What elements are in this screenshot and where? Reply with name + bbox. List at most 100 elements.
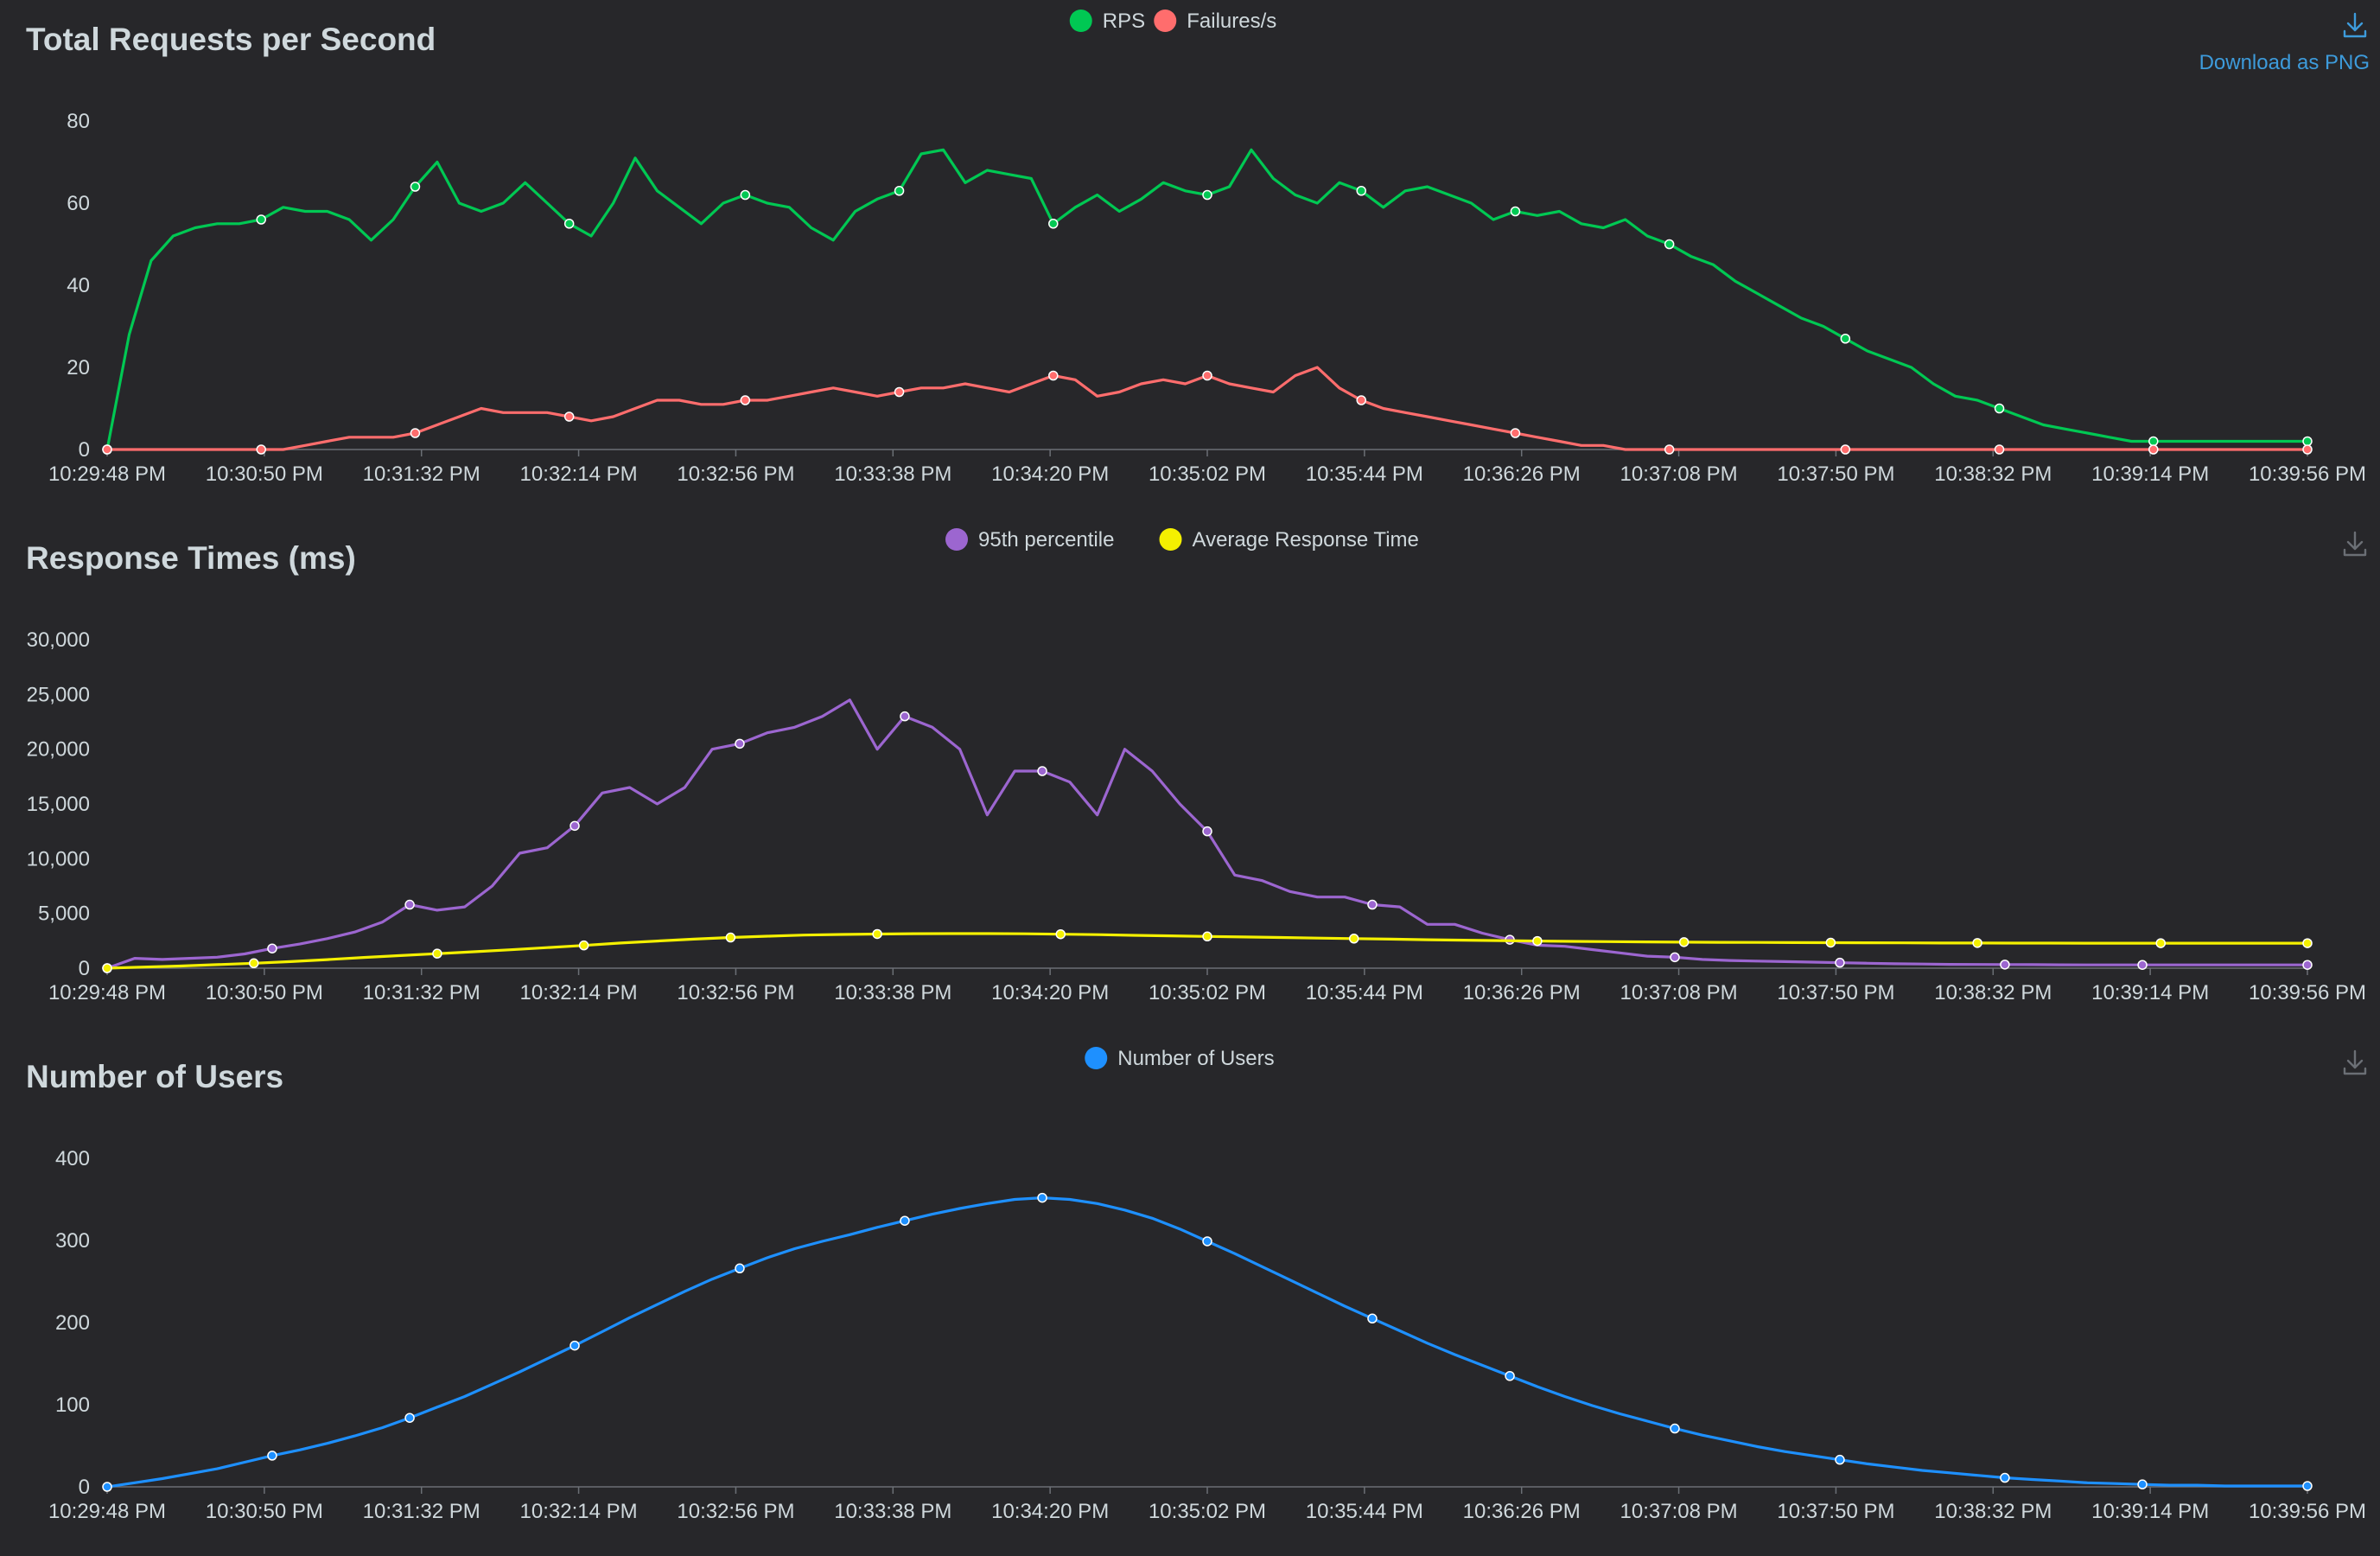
data-point (1055, 928, 1066, 940)
data-point (432, 948, 442, 959)
download-icon[interactable] (2343, 1049, 2367, 1075)
legend-marker (1154, 10, 1177, 32)
legend-marker (1085, 1047, 1108, 1069)
x-tick-label: 10:38:32 PM (1934, 981, 2052, 1004)
download-icon[interactable] (2343, 531, 2367, 557)
chart-panel-users: Number of Users Number of Users 0 100 200 300… (26, 1047, 2367, 1523)
x-tick-label: 10:35:02 PM (1149, 1500, 1266, 1523)
x-tick-label: 10:33:38 PM (834, 462, 951, 486)
data-point (1510, 206, 1521, 217)
data-point (1202, 826, 1212, 837)
download-tray-icon (2343, 29, 2367, 38)
data-point (1670, 952, 1680, 963)
data-point (1202, 931, 1212, 942)
x-tick-label: 10:35:44 PM (1306, 1500, 1423, 1523)
x-tick-label: 10:39:14 PM (2091, 1500, 2209, 1523)
legend-marker (1069, 10, 1092, 32)
data-point (2302, 436, 2313, 447)
y-tick-label: 0 (79, 1476, 90, 1499)
chart-panel-rps: Total Requests per Second RPS Failures/s Do… (26, 10, 2370, 486)
data-point (1356, 186, 1366, 196)
x-tick-label: 10:35:44 PM (1306, 981, 1423, 1004)
legend-label: Failures/s (1187, 10, 1276, 33)
data-point (2302, 444, 2313, 455)
x-tick-label: 10:34:20 PM (991, 1500, 1109, 1523)
download-tray-icon (2343, 1067, 2367, 1075)
chart-legend: Number of Users (1085, 1047, 1275, 1070)
x-tick-label: 10:37:50 PM (1777, 462, 1894, 486)
x-tick-label: 10:32:56 PM (677, 981, 794, 1004)
download-png-link[interactable]: Download as PNG (2199, 51, 2370, 74)
x-tick-label: 10:31:32 PM (363, 462, 480, 486)
x-tick-label: 10:39:14 PM (2091, 981, 2209, 1004)
legend-item[interactable]: 95th percentile (945, 528, 1114, 552)
y-tick-label: 20 (67, 356, 90, 379)
data-point (1664, 444, 1675, 455)
x-tick-label: 10:32:14 PM (520, 1500, 638, 1523)
legend-label: Number of Users (1117, 1047, 1274, 1070)
data-point (1994, 403, 2005, 414)
x-tick-label: 10:37:08 PM (1620, 462, 1738, 486)
x-tick-label: 10:39:56 PM (2249, 981, 2366, 1004)
data-point (1670, 1423, 1680, 1434)
data-point (2302, 1481, 2313, 1491)
data-point (1048, 219, 1059, 229)
x-tick-label: 10:39:14 PM (2091, 462, 2209, 486)
x-tick-label: 10:39:56 PM (2249, 1500, 2366, 1523)
legend-marker (945, 528, 968, 551)
legend-item[interactable]: Number of Users (1085, 1047, 1275, 1070)
x-tick-label: 10:36:26 PM (1463, 462, 1581, 486)
legend-item[interactable]: Failures/s (1154, 10, 1276, 33)
x-tick-label: 10:29:48 PM (48, 462, 166, 486)
data-point (570, 1340, 580, 1351)
data-point (1202, 1236, 1212, 1247)
data-point (735, 1263, 745, 1274)
x-tick-label: 10:29:48 PM (48, 1500, 166, 1523)
x-tick-label: 10:34:20 PM (991, 981, 1109, 1004)
y-tick-label: 200 (55, 1311, 90, 1335)
data-point (256, 214, 266, 225)
data-point (1367, 1313, 1378, 1323)
data-point (1678, 937, 1690, 947)
data-point (900, 1215, 910, 1226)
x-tick-label: 10:37:50 PM (1777, 981, 1894, 1004)
y-tick-label: 80 (67, 110, 90, 133)
x-tick-label: 10:36:26 PM (1463, 1500, 1581, 1523)
data-point (1664, 239, 1675, 250)
data-point (894, 386, 905, 398)
data-point (1510, 428, 1521, 438)
y-tick-label: 10,000 (27, 847, 90, 870)
data-point (267, 943, 277, 953)
data-point (256, 444, 266, 455)
chart-title: Number of Users (26, 1059, 283, 1094)
x-tick-label: 10:32:14 PM (520, 462, 638, 486)
x-tick-label: 10:30:50 PM (206, 462, 323, 486)
legend-item[interactable]: RPS (1069, 10, 1145, 33)
data-point (2148, 444, 2159, 455)
download-icon[interactable] (2343, 12, 2367, 38)
data-point (2000, 960, 2010, 970)
y-tick-label: 15,000 (27, 793, 90, 816)
download-arrow-icon (2346, 1049, 2364, 1069)
y-tick-label: 25,000 (27, 683, 90, 706)
x-tick-label: 10:30:50 PM (206, 981, 323, 1004)
data-point (2000, 1472, 2010, 1483)
chart-title: Response Times (ms) (26, 540, 356, 576)
data-point (872, 928, 882, 940)
x-tick-label: 10:32:56 PM (677, 1500, 794, 1523)
x-tick-label: 10:39:56 PM (2249, 462, 2366, 486)
data-point (740, 189, 751, 201)
data-point (894, 186, 905, 196)
download-arrow-icon (2346, 12, 2364, 32)
legend-item[interactable]: Average Response Time (1159, 528, 1419, 552)
data-point (2137, 1479, 2148, 1489)
data-point (2148, 436, 2159, 447)
x-tick-label: 10:37:50 PM (1777, 1500, 1894, 1523)
x-tick-label: 10:34:20 PM (991, 462, 1109, 486)
data-point (725, 932, 736, 943)
y-tick-label: 0 (79, 438, 90, 462)
x-tick-label: 10:35:02 PM (1149, 981, 1266, 1004)
x-tick-label: 10:29:48 PM (48, 981, 166, 1004)
data-point (1994, 444, 2005, 455)
legend-marker (1159, 528, 1182, 551)
